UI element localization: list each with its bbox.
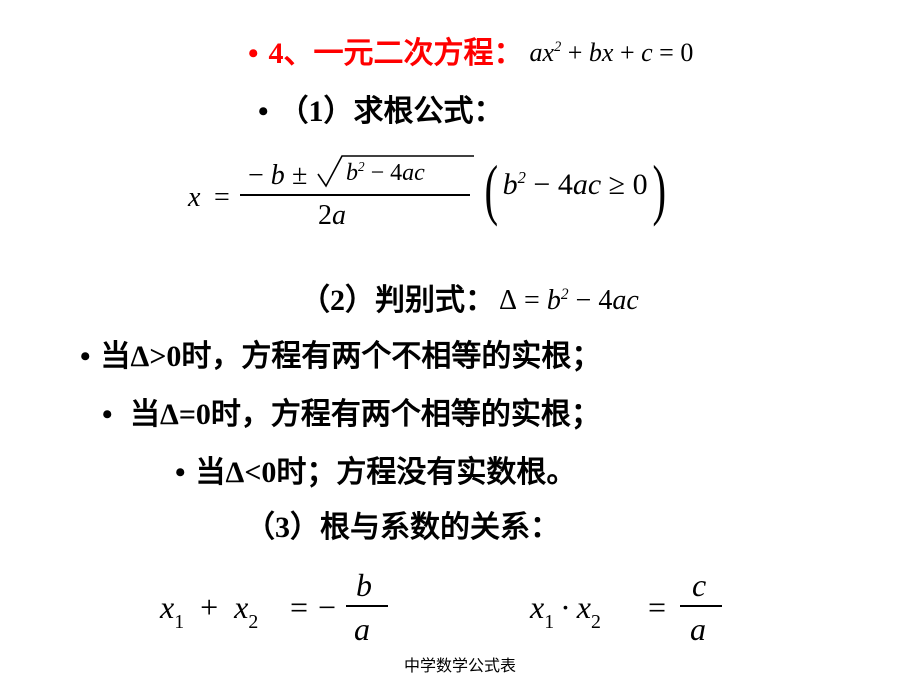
bullet-icon: • — [175, 456, 186, 489]
bullet-icon: • — [258, 95, 269, 128]
case-lt: • 当Δ<0时；方程没有实数根。 — [175, 447, 576, 491]
equals: = — [648, 589, 666, 626]
vieta-formulas: x1 + x2 = − b a x1·x2 = c a — [160, 555, 810, 655]
left-paren-icon: ( — [485, 150, 499, 229]
heading-text: 4、一元二次方程： — [269, 37, 524, 70]
fraction-bar — [240, 194, 470, 196]
denominator: 2a — [318, 200, 346, 232]
fraction-bar — [680, 605, 722, 607]
equals: = — [214, 182, 230, 214]
radicand: b2 − 4ac — [346, 159, 425, 187]
sqrt: b2 − 4ac — [316, 154, 474, 188]
quadratic-condition: (b2 − 4ac ≥ 0) — [480, 150, 670, 229]
numerator: b — [356, 567, 372, 604]
vieta-sum-lhs: x1 + x2 — [160, 589, 258, 631]
equals: = — [290, 589, 308, 626]
plus-minus: ± — [292, 160, 307, 192]
denominator: a — [354, 611, 370, 648]
var-x: x — [188, 182, 200, 214]
case-eq-text: 当Δ=0时，方程有两个相等的实根； — [130, 398, 601, 431]
section-3-title: （3）根与系数的关系： — [245, 502, 560, 546]
neg: − — [318, 589, 336, 626]
case-gt-text: 当Δ>0时，方程有两个不相等的实根； — [101, 340, 602, 373]
discriminant-formula: Δ = b2 − 4ac — [499, 285, 639, 316]
footer-text: 中学数学公式表 — [0, 652, 920, 676]
section-2-label: （2）判别式： — [300, 284, 495, 317]
bullet-icon: • — [80, 340, 91, 373]
heading-equation: ax2 + bx + c = 0 — [530, 38, 694, 67]
heading-line: • 4、一元二次方程：ax2 + bx + c = 0 — [248, 28, 693, 72]
numerator: c — [692, 567, 706, 604]
section-1-title: • （1）求根公式： — [258, 86, 504, 130]
section-3-label: （3）根与系数的关系： — [245, 511, 560, 544]
case-gt: • 当Δ>0时，方程有两个不相等的实根； — [80, 331, 601, 375]
vieta-prod-lhs: x1·x2 — [530, 589, 601, 631]
section-1-label: （1）求根公式： — [279, 95, 504, 128]
bullet-icon: • — [102, 398, 113, 431]
case-lt-text: 当Δ<0时；方程没有实数根。 — [196, 456, 577, 489]
denominator: a — [690, 611, 706, 648]
fraction-bar — [346, 605, 388, 607]
section-2-title: （2）判别式：Δ = b2 − 4ac — [300, 275, 639, 319]
numerator-minus-b: − b — [248, 160, 285, 192]
case-eq: • 当Δ=0时，方程有两个相等的实根； — [102, 389, 601, 433]
bullet-icon: • — [248, 37, 259, 70]
condition-body: b2 − 4ac ≥ 0 — [503, 168, 648, 201]
right-paren-icon: ) — [652, 150, 666, 229]
